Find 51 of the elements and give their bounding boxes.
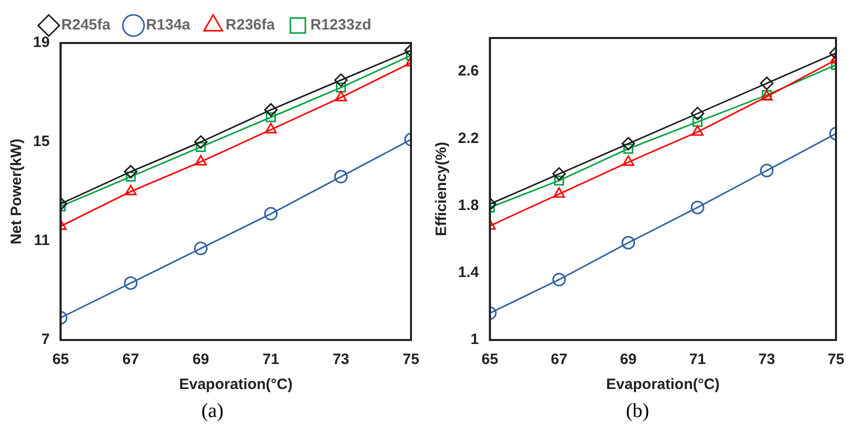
x-tick-label: 73 (758, 351, 776, 368)
y-tick-label: 2.2 (458, 130, 479, 147)
x-tick-label: 73 (332, 351, 350, 368)
y-tick-label: 1.4 (458, 264, 480, 282)
point (692, 116, 703, 127)
y-tick-label: 7 (41, 331, 50, 348)
point (194, 242, 208, 256)
legend-label: R245fa (61, 16, 112, 34)
y-axis-title: Efficiency(%) (433, 142, 450, 236)
point (622, 236, 636, 250)
y-axis-title: Net Power(kW) (8, 138, 26, 244)
point (264, 122, 277, 134)
point (264, 207, 278, 221)
point (690, 106, 704, 120)
x-axis-title: Evaporation(°C) (179, 376, 293, 394)
point (194, 155, 207, 166)
point (622, 136, 636, 150)
y-tick-label: 19 (32, 34, 50, 52)
x-tick-label: 67 (550, 351, 568, 368)
x-tick-label: 65 (52, 351, 70, 368)
point (690, 200, 704, 214)
y-tick-label: 2.6 (458, 62, 479, 80)
point (692, 125, 704, 136)
y-tick-label: 11 (34, 232, 50, 250)
text: (a) (200, 399, 225, 424)
x-tick-label: 69 (620, 351, 637, 368)
x-tick-label: 67 (122, 351, 140, 368)
x-tick-label: 65 (482, 351, 498, 368)
point (264, 103, 278, 117)
point (334, 90, 347, 102)
legend-label: R236fa (226, 16, 276, 34)
point (622, 155, 634, 166)
point (552, 167, 566, 181)
point (554, 176, 564, 186)
y-tick-label: 1.8 (458, 196, 479, 214)
legend-label: R1233zd (310, 16, 372, 34)
point (552, 272, 566, 286)
x-tick-label: 71 (262, 351, 280, 368)
y-tick-label: 15 (32, 133, 50, 150)
point (194, 135, 208, 149)
point (336, 82, 346, 93)
x-tick-label: 71 (689, 351, 706, 368)
x-tick-label: 75 (828, 351, 844, 368)
x-axis-title: Evaporation(°C) (606, 376, 720, 394)
point (553, 187, 566, 198)
x-tick-label: 69 (192, 351, 210, 368)
point (266, 112, 276, 122)
legend-label: R134a (146, 16, 191, 34)
text: (b) (624, 399, 650, 424)
y-tick-label: 1 (470, 331, 479, 348)
x-tick-label: 75 (402, 351, 420, 368)
